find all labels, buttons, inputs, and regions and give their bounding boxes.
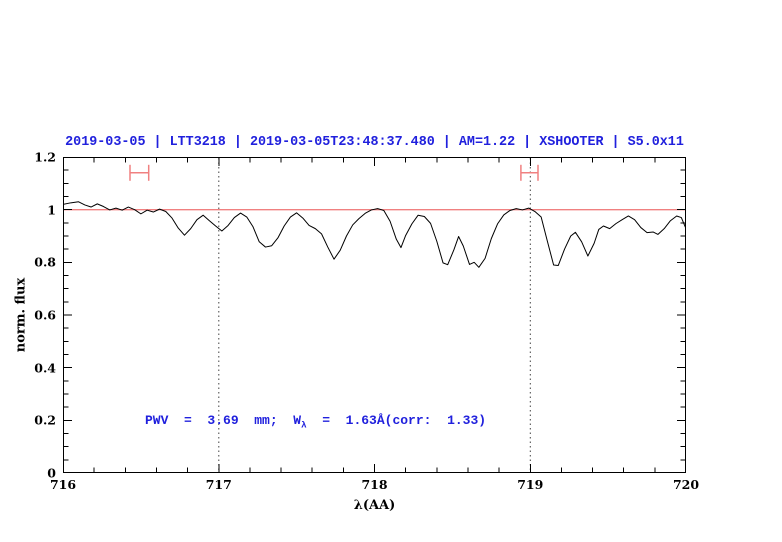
y-tick-label-1: 1 [47,202,56,218]
y-tick-label-0.2: 0.2 [34,412,56,428]
y-tick-label-0: 0 [47,465,56,481]
y-axis-title: norm. flux [13,277,29,353]
y-tick-label-0.4: 0.4 [34,360,56,376]
plot-title: 2019-03-05 | LTT3218 | 2019-03-05T23:48:… [65,135,684,150]
x-tick-label-716: 716 [49,477,77,492]
x-axis-title: λ(AA) [353,498,396,513]
band-marker-1 [129,164,150,181]
band-marker-2 [520,164,539,181]
pwv-annotation: PWV = 3.69 mm; Wλ = 1.63Å(corr: 1.33) [145,413,486,431]
y-tick-label-0.8: 0.8 [34,254,56,270]
plot-area [63,157,686,473]
pwv-annotation-text-2: = 1.63Å(corr: 1.33) [306,413,487,428]
spectrum-chart [63,157,686,473]
plot-frame [63,157,686,473]
y-tick-label-1.2: 1.2 [34,149,56,165]
x-tick-label-720: 720 [672,477,700,492]
pwv-annotation-subscript: λ [301,419,307,431]
x-tick-label-718: 718 [361,477,388,492]
pwv-annotation-text: PWV = 3.69 mm; W [145,413,302,428]
x-tick-label-717: 717 [205,477,232,492]
x-tick-label-719: 719 [517,477,544,492]
y-tick-label-0.6: 0.6 [34,307,56,323]
spectrum-line [63,201,686,268]
axis-ticks [63,157,686,473]
